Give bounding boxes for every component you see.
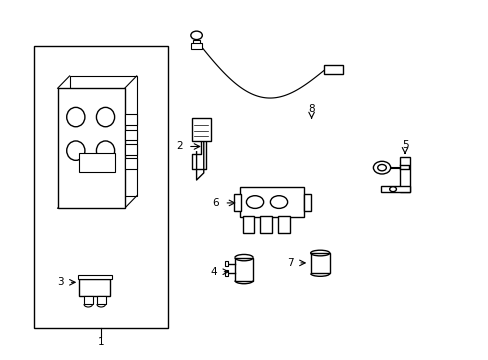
- Bar: [234, 258, 253, 280]
- Bar: [97, 296, 105, 304]
- Bar: [124, 130, 137, 140]
- Bar: [190, 44, 202, 49]
- Bar: [304, 194, 310, 211]
- Bar: [79, 279, 110, 296]
- Circle shape: [270, 196, 287, 208]
- Circle shape: [377, 165, 386, 171]
- Circle shape: [246, 196, 263, 208]
- Text: 8: 8: [307, 104, 314, 114]
- Text: 1: 1: [97, 337, 104, 347]
- Bar: [260, 216, 271, 233]
- Text: 4: 4: [210, 267, 216, 277]
- Bar: [124, 114, 137, 125]
- Bar: [124, 158, 137, 169]
- Bar: [239, 187, 304, 217]
- Ellipse shape: [66, 107, 85, 127]
- Circle shape: [373, 161, 390, 174]
- Bar: [225, 270, 227, 276]
- Bar: [78, 275, 112, 279]
- Bar: [191, 118, 210, 141]
- Bar: [124, 144, 137, 154]
- Bar: [399, 157, 409, 192]
- Bar: [84, 296, 92, 304]
- Text: 2: 2: [176, 141, 183, 152]
- Bar: [278, 216, 289, 233]
- Bar: [192, 40, 200, 44]
- Ellipse shape: [66, 141, 85, 160]
- Bar: [242, 216, 254, 233]
- Bar: [69, 76, 137, 196]
- Text: 5: 5: [401, 140, 407, 150]
- Ellipse shape: [96, 107, 114, 127]
- Bar: [323, 66, 342, 74]
- Bar: [225, 261, 227, 266]
- Bar: [58, 88, 124, 208]
- Circle shape: [190, 31, 202, 40]
- Bar: [233, 194, 240, 211]
- Ellipse shape: [96, 141, 114, 160]
- Bar: [310, 253, 329, 274]
- Circle shape: [389, 187, 396, 192]
- Bar: [380, 186, 409, 192]
- Bar: [79, 153, 115, 172]
- Text: 3: 3: [57, 277, 63, 287]
- Text: 7: 7: [286, 258, 293, 268]
- Bar: [34, 46, 167, 328]
- Text: 6: 6: [212, 198, 219, 208]
